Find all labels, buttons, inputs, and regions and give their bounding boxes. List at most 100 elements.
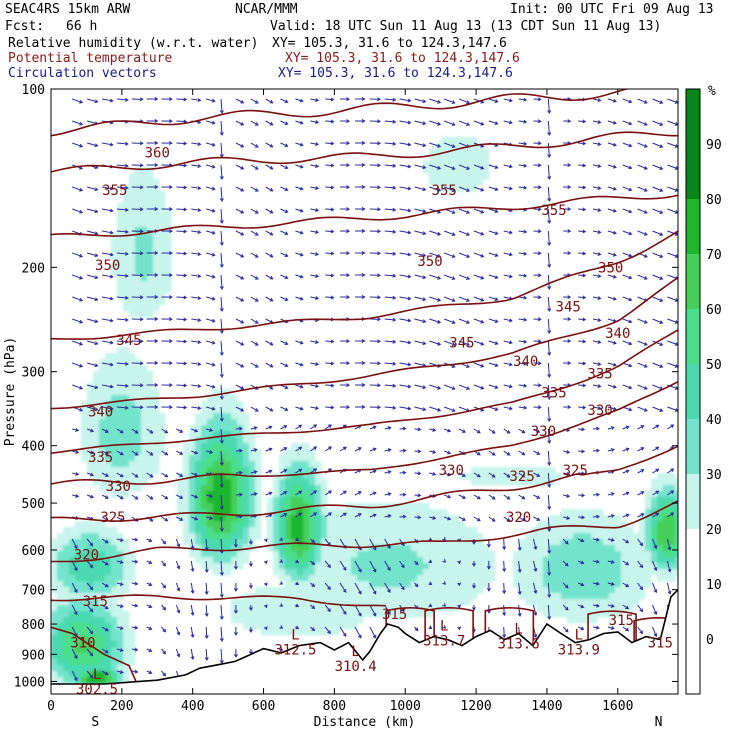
humidity-cell: [87, 611, 94, 618]
humidity-cell: [405, 593, 412, 600]
humidity-cell: [117, 221, 124, 228]
humidity-cell: [99, 605, 106, 612]
vector-arrow: [547, 472, 550, 488]
humidity-cell: [225, 467, 232, 474]
vector-arrowhead: [254, 166, 259, 170]
humidity-cell: [207, 419, 214, 426]
humidity-cell: [63, 665, 70, 672]
vector-arrow: [295, 98, 303, 102]
vector-arrow: [652, 340, 663, 346]
vector-arrowhead: [567, 207, 572, 212]
humidity-cell: [543, 569, 550, 576]
vector-arrowhead: [451, 364, 456, 368]
humidity-cell: [201, 431, 208, 438]
humidity-cell: [135, 449, 142, 456]
vector-arrow: [339, 582, 347, 593]
humidity-cell: [147, 389, 154, 396]
vector-arrowhead: [361, 119, 366, 123]
vector-arrowhead: [330, 383, 335, 388]
humidity-cell: [87, 635, 94, 642]
vector-arrow: [458, 230, 470, 236]
humidity-cell: [147, 311, 154, 318]
vector-arrow: [592, 120, 601, 123]
humidity-cell: [177, 479, 184, 486]
humidity-cell: [549, 551, 556, 558]
vector-arrowhead: [407, 120, 412, 125]
vector-arrowhead: [176, 587, 181, 592]
humidity-cell: [537, 581, 544, 588]
humidity-cell: [351, 605, 358, 612]
vector-arrowhead: [219, 176, 224, 180]
humidity-cell: [315, 569, 322, 576]
vector-arrow: [384, 274, 396, 277]
humidity-cell: [111, 641, 118, 648]
vector-arrowhead: [269, 363, 274, 368]
humidity-cell: [381, 557, 388, 564]
vector-arrowhead: [233, 632, 238, 636]
vector-arrowhead: [667, 568, 672, 573]
humidity-cell: [153, 431, 160, 438]
humidity-cell: [579, 575, 586, 582]
vector-arrowhead: [659, 210, 664, 214]
humidity-cell: [477, 155, 484, 162]
vector-arrowhead: [494, 187, 499, 191]
humidity-cell: [87, 461, 94, 468]
theta-label: 340: [513, 354, 538, 370]
vector-arrow: [384, 318, 396, 321]
vector-arrow: [205, 582, 208, 595]
humidity-cell: [243, 443, 250, 450]
humidity-cell: [393, 581, 400, 588]
humidity-cell: [93, 545, 100, 552]
vector-arrowhead: [219, 242, 224, 246]
vector-arrowhead: [480, 319, 485, 324]
vector-arrowhead: [104, 539, 109, 544]
vector-arrow: [429, 230, 441, 236]
humidity-cell: [429, 587, 436, 594]
vector-arrow: [667, 98, 678, 104]
humidity-cell: [321, 533, 328, 540]
humidity-cell: [315, 575, 322, 582]
vector-arrowhead: [581, 449, 586, 454]
vector-arrowhead: [124, 317, 129, 322]
humidity-cell: [231, 401, 238, 408]
vector-arrow: [310, 186, 319, 189]
vector-arrowhead: [240, 385, 245, 390]
vector-arrow: [652, 468, 659, 474]
humidity-cell: [153, 233, 160, 240]
vector-arrowhead: [428, 603, 433, 608]
humidity-cell: [615, 605, 622, 612]
humidity-cell: [303, 485, 310, 492]
humidity-cell: [537, 527, 544, 534]
humidity-cell: [219, 485, 226, 492]
humidity-cell: [381, 521, 388, 528]
vector-arrowhead: [392, 119, 397, 124]
humidity-cell: [453, 137, 460, 144]
humidity-cell: [123, 215, 130, 222]
vector-arrowhead: [422, 209, 427, 214]
humidity-cell: [207, 557, 214, 564]
vector-arrow: [280, 340, 288, 345]
vector-arrow: [667, 490, 674, 496]
humidity-cell: [663, 551, 670, 558]
humidity-cell: [105, 629, 112, 636]
vector-arrow: [667, 120, 678, 126]
vector-arrowhead: [361, 141, 366, 145]
humidity-cell: [129, 479, 136, 486]
humidity-cell: [285, 569, 292, 576]
vector-arrow: [235, 406, 244, 412]
humidity-cell: [381, 509, 388, 516]
humidity-cell: [153, 287, 160, 294]
humidity-cell: [573, 539, 580, 546]
humidity-cell: [321, 599, 328, 606]
humidity-cell: [669, 515, 676, 522]
vector-arrow: [161, 560, 166, 567]
vector-arrow: [72, 186, 83, 192]
colorbar-swatch: [686, 144, 700, 200]
humidity-cell: [51, 611, 58, 618]
humidity-cell: [309, 569, 316, 576]
vector-arrowhead: [154, 207, 159, 211]
vector-arrow: [325, 384, 334, 387]
humidity-cell: [273, 491, 280, 498]
vector-arrowhead: [480, 275, 485, 280]
humidity-cell: [243, 599, 250, 606]
